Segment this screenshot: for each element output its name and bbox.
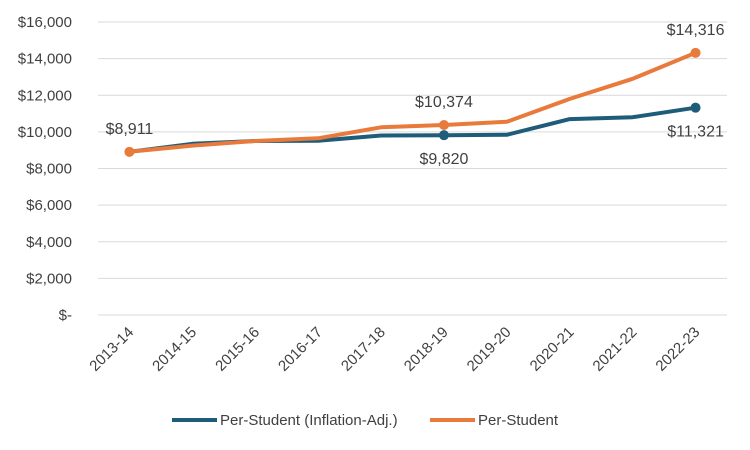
x-tick-label: 2018-19 <box>401 324 452 375</box>
x-tick-label: 2015-16 <box>212 324 263 375</box>
x-tick-label: 2021-22 <box>590 324 641 375</box>
data-label: $14,316 <box>667 22 725 39</box>
y-tick-label: $14,000 <box>18 51 72 68</box>
y-tick-label: $16,000 <box>18 14 72 31</box>
data-label: $10,374 <box>415 94 473 111</box>
data-labels: $9,820 $11,321 $8,911 $10,374 $14,316 <box>106 22 725 168</box>
series-line-1 <box>127 50 698 154</box>
y-axis-ticks: $- $2,000 $4,000 $6,000 $8,000 $10,000 $12,000… <box>18 14 72 324</box>
y-tick-label: $12,000 <box>18 87 72 104</box>
x-tick-label: 2017-18 <box>338 324 389 375</box>
x-tick-label: 2013-14 <box>86 324 137 375</box>
x-tick-label: 2014-15 <box>149 324 200 375</box>
y-tick-label: $4,000 <box>26 234 72 251</box>
series-lines <box>127 50 698 154</box>
data-label: $8,911 <box>106 121 154 138</box>
data-point-marker <box>438 130 449 141</box>
x-tick-label: 2020-21 <box>527 324 578 375</box>
legend-label: Per-Student <box>478 412 559 429</box>
y-tick-label: $6,000 <box>26 197 72 214</box>
x-axis-ticks: 2013-14 2014-15 2015-16 2016-17 2017-18 2018-… <box>86 324 703 375</box>
x-tick-label: 2019-20 <box>464 324 515 375</box>
y-tick-label: $10,000 <box>18 124 72 141</box>
data-point-marker <box>690 47 701 58</box>
legend: Per-Student (Inflation-Adj.) Per-Student <box>172 412 559 429</box>
y-tick-label: $- <box>59 307 72 324</box>
data-point-marker <box>124 146 135 157</box>
data-point-marker <box>690 102 701 113</box>
legend-label: Per-Student (Inflation-Adj.) <box>220 412 398 429</box>
data-label: $11,321 <box>667 124 724 141</box>
y-tick-label: $8,000 <box>26 161 72 178</box>
y-tick-label: $2,000 <box>26 270 72 287</box>
x-tick-label: 2022-23 <box>652 324 703 375</box>
x-tick-label: 2016-17 <box>275 324 326 375</box>
gridlines <box>98 21 727 316</box>
data-point-marker <box>438 120 449 131</box>
data-label: $9,820 <box>419 151 468 168</box>
